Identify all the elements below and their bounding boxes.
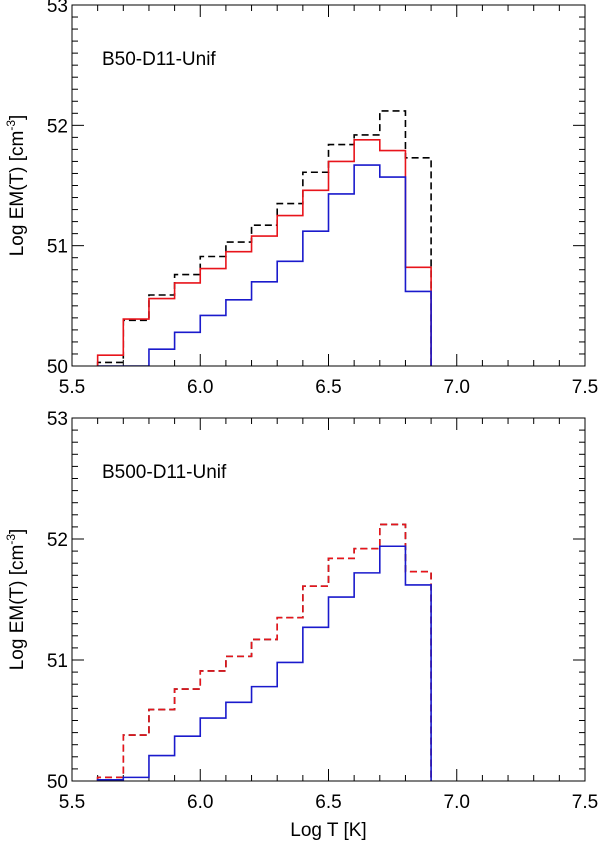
y-tick-label: 52: [47, 116, 68, 137]
y-tick-label: 51: [47, 651, 68, 672]
x-tick-label: 6.5: [315, 792, 341, 813]
y-tick-label: 50: [47, 357, 68, 378]
y-tick-label: 52: [47, 530, 68, 551]
panel-top: 5.5 6.0 6.5 7.0 7.5 50 51 52 53 Log EM(T) [cm-3] B…: [4, 0, 598, 398]
y-tick-label: 53: [47, 0, 68, 17]
y-axis-label: Log EM(T) [cm-3]: [4, 529, 28, 671]
x-tick-label: 6.0: [187, 792, 213, 813]
panel-bottom: 5.5 6.0 6.5 7.0 7.5 50 51 52 53 Log EM(T) [cm-3] L…: [4, 409, 598, 841]
x-axis-label: Log T [K]: [290, 820, 366, 841]
y-tick-label: 53: [47, 409, 68, 430]
x-tick-label: 7.5: [572, 377, 598, 398]
x-tick-label: 5.5: [59, 792, 85, 813]
series-blue: [97, 164, 432, 366]
x-tick-label: 6.5: [315, 377, 341, 398]
series-blue: [96, 545, 432, 781]
series-dashed-black: [96, 110, 432, 366]
panel-label: B50-D11-Unif: [102, 49, 216, 70]
x-tick-label: 7.5: [572, 792, 598, 813]
series-red: [96, 523, 432, 781]
x-tick-label: 5.5: [59, 377, 85, 398]
x-tick-label: 7.0: [444, 792, 470, 813]
y-tick-label: 50: [47, 772, 68, 793]
series-red: [96, 138, 432, 366]
y-tick-label: 51: [47, 237, 68, 258]
x-tick-label: 7.0: [444, 377, 470, 398]
series-group: [96, 110, 432, 366]
axes-frame: [71, 417, 586, 782]
series-group: [96, 523, 432, 781]
panel-label: B500-D11-Unif: [102, 462, 227, 483]
y-axis-label: Log EM(T) [cm-3]: [4, 115, 28, 257]
series-dashed-black: [96, 523, 432, 781]
x-tick-label: 6.0: [187, 377, 213, 398]
axes-frame: [71, 4, 586, 367]
